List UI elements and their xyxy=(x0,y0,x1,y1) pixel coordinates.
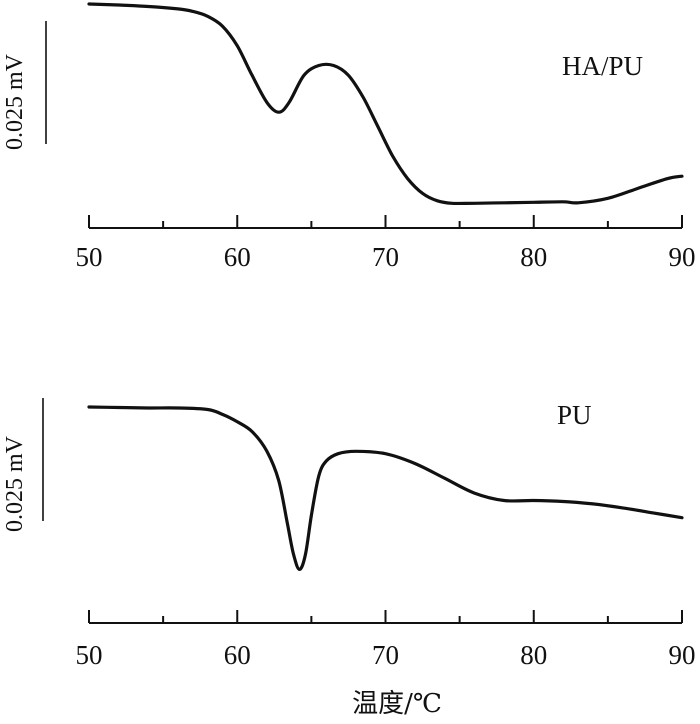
x-ticks-top: 50 60 70 80 90 xyxy=(76,215,696,272)
x-axis-title: 温度/℃ xyxy=(352,689,442,719)
tick-label-top: 60 xyxy=(224,242,251,272)
tick-label-top: 70 xyxy=(372,242,399,272)
tick-label-bottom: 80 xyxy=(520,640,547,670)
tick-label-top: 90 xyxy=(669,242,696,272)
tick-label-top: 80 xyxy=(520,242,547,272)
scale-label-top: 0.025 mV xyxy=(2,53,28,150)
tick-label-top: 50 xyxy=(76,242,103,272)
tick-label-bottom: 60 xyxy=(224,640,251,670)
tick-label-bottom: 90 xyxy=(669,640,696,670)
panel-pu: 0.025 mV PU 50 60 70 80 90 xyxy=(2,398,696,670)
tick-label-bottom: 50 xyxy=(76,640,103,670)
scale-label-bottom: 0.025 mV xyxy=(2,435,28,532)
series-label-pu: PU xyxy=(557,400,592,430)
tick-label-bottom: 70 xyxy=(372,640,399,670)
series-label-ha-pu: HA/PU xyxy=(562,51,643,81)
panel-ha-pu: 0.025 mV HA/PU 50 60 70 80 90 xyxy=(2,2,696,272)
series-line-ha-pu xyxy=(87,2,684,206)
x-ticks-bottom: 50 60 70 80 90 xyxy=(76,610,696,670)
series-line-pu xyxy=(87,405,684,571)
